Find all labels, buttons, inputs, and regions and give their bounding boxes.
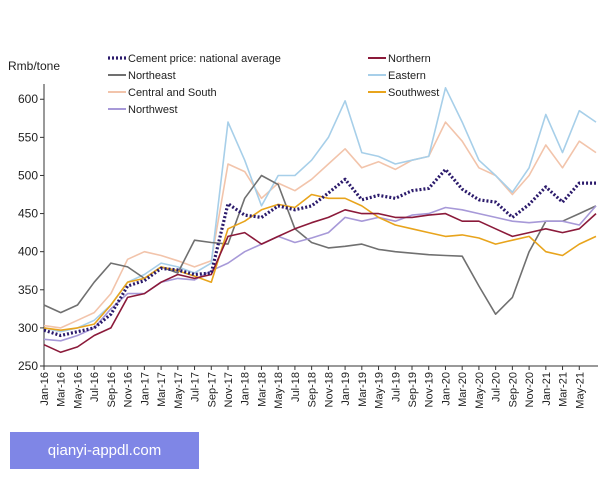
y-tick-label: 400 [18, 245, 38, 259]
x-tick-label: Nov-18 [323, 372, 335, 407]
x-tick-label: Jan-18 [240, 372, 252, 406]
x-tick-label: Mar-16 [56, 372, 68, 407]
x-tick-label: Jan-19 [340, 372, 352, 406]
series-line-southwest [43, 193, 597, 332]
line-chart: Rmb/tone Cement price: national average N… [8, 53, 598, 409]
y-axis-label: Rmb/tone [8, 59, 60, 73]
x-tick-label: Jan-17 [139, 372, 151, 406]
series-line-northern [43, 209, 597, 354]
x-tick-label: Mar-17 [156, 372, 168, 407]
series-line-central-and-south [43, 121, 597, 329]
x-tick-label: Mar-21 [558, 372, 570, 407]
x-tick-label: Sep-17 [206, 372, 218, 407]
legend-label: Northwest [128, 104, 178, 116]
x-tick-label: Jul-17 [190, 372, 202, 402]
x-tick-label: Jan-21 [541, 372, 553, 406]
x-ticks: Jan-16 Mar-16 May-16 Jul-16 Sep-16 Nov-16 Jan-… [39, 366, 586, 409]
y-tick-label: 450 [18, 207, 38, 221]
plot-area [43, 87, 597, 354]
x-tick-label: Sep-20 [507, 372, 519, 407]
x-tick-label: May-21 [574, 372, 586, 409]
x-tick-label: Mar-20 [457, 372, 469, 407]
x-tick-label: May-19 [374, 372, 386, 409]
legend-label: Cement price: national average [128, 53, 281, 65]
x-tick-label: May-16 [72, 372, 84, 409]
x-tick-label: Jan-16 [39, 372, 51, 406]
watermark: qianyi-appdl.com [10, 432, 199, 469]
x-tick-label: Jul-16 [89, 372, 101, 402]
x-tick-label: Nov-20 [524, 372, 536, 407]
x-tick-label: Nov-19 [424, 372, 436, 407]
x-tick-label: Nov-17 [223, 372, 235, 407]
y-tick-label: 250 [18, 359, 38, 373]
x-tick-label: Mar-19 [357, 372, 369, 407]
legend: Cement price: national average Northeast C… [108, 53, 439, 116]
y-ticks: 250 300 350 400 450 500 550 600 [18, 92, 44, 373]
legend-label: Central and South [128, 87, 217, 99]
x-tick-label: Mar-18 [256, 372, 268, 407]
x-tick-label: Jul-18 [290, 372, 302, 402]
legend-label: Northern [388, 53, 431, 65]
series-line-northwest [43, 205, 597, 342]
y-tick-label: 600 [18, 92, 38, 106]
x-tick-label: May-18 [273, 372, 285, 409]
y-tick-label: 550 [18, 130, 38, 144]
legend-label: Southwest [388, 87, 439, 99]
series-line-eastern [43, 87, 597, 333]
y-tick-label: 350 [18, 283, 38, 297]
y-tick-label: 300 [18, 321, 38, 335]
x-tick-label: Jul-20 [491, 372, 503, 402]
x-tick-label: Sep-18 [307, 372, 319, 407]
series-line-northeast [43, 174, 597, 316]
x-tick-label: Sep-19 [407, 372, 419, 407]
x-tick-label: May-17 [173, 372, 185, 409]
y-tick-label: 500 [18, 168, 38, 182]
x-tick-label: May-20 [474, 372, 486, 409]
x-tick-label: Jan-20 [440, 372, 452, 406]
legend-label: Eastern [388, 70, 426, 82]
series-line-cement-price-national-average [43, 167, 596, 338]
x-tick-label: Jul-19 [390, 372, 402, 402]
x-tick-label: Nov-16 [123, 372, 135, 407]
legend-label: Northeast [128, 70, 176, 82]
x-tick-label: Sep-16 [106, 372, 118, 407]
